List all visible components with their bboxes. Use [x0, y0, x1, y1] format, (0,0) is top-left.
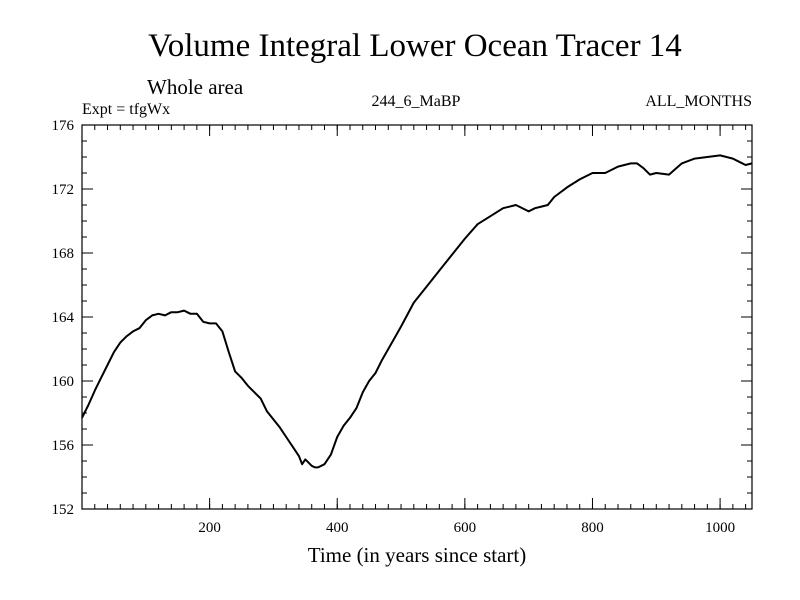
x-tick-label: 600 [454, 520, 477, 536]
y-tick-label: 172 [52, 182, 75, 198]
data-line [81, 154, 753, 469]
x-axis-label: Time (in years since start) [308, 543, 527, 567]
x-tick-label: 800 [581, 520, 604, 536]
x-tick-label: 200 [198, 520, 221, 536]
tick-labels: 200 400 600 800 1000 152 156 160 164 168 172 176 [52, 118, 736, 536]
run-label: 244_6_MaBP [372, 93, 461, 110]
plot-frame [81, 124, 753, 510]
x-tick-label: 1000 [705, 520, 735, 536]
y-tick-label: 176 [52, 118, 75, 134]
experiment-label: Expt = tfgWx [82, 101, 170, 118]
y-tick-label: 156 [52, 438, 75, 454]
y-tick-label: 168 [52, 246, 75, 262]
axis-ticks [82, 124, 752, 510]
season-label: ALL_MONTHS [645, 93, 752, 110]
x-tick-label: 400 [326, 520, 349, 536]
chart-title: Volume Integral Lower Ocean Tracer 14 [148, 28, 682, 64]
y-tick-label: 160 [52, 374, 75, 390]
y-tick-label: 164 [52, 310, 75, 326]
chart-subtitle: Whole area [147, 75, 244, 99]
y-tick-label: 152 [52, 502, 75, 518]
